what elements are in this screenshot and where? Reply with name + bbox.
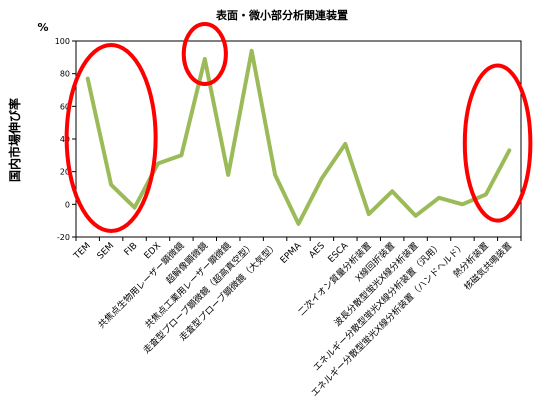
series-layer	[88, 51, 510, 224]
x-tick-label: EDX	[143, 241, 163, 261]
y-tick-label: 100	[55, 37, 70, 46]
y-unit: %	[37, 21, 48, 34]
y-axis-label: 国内市場伸び率	[7, 98, 22, 182]
x-tick-label: EPMA	[279, 240, 304, 265]
x-tick-label: FIB	[123, 241, 140, 258]
y-tick-label: 0	[65, 200, 70, 209]
x-axis: TEM SEM FIB EDX共焦点生物用レーザー顕微鏡超解像顕微鏡共焦点工業用レーザ…	[72, 237, 521, 399]
highlight-ellipse	[184, 24, 226, 84]
chart-title: 表面・微小部分析関連装置	[215, 8, 348, 22]
annotation-layer	[67, 24, 531, 231]
series-line	[88, 51, 510, 224]
x-tick-label: SEM	[96, 241, 117, 262]
highlight-ellipse	[67, 45, 156, 231]
y-tick-label: 80	[60, 70, 70, 79]
y-tick-label: -20	[57, 233, 70, 242]
x-tick-label: AES	[308, 241, 328, 261]
x-tick-label: TEM	[72, 241, 93, 262]
